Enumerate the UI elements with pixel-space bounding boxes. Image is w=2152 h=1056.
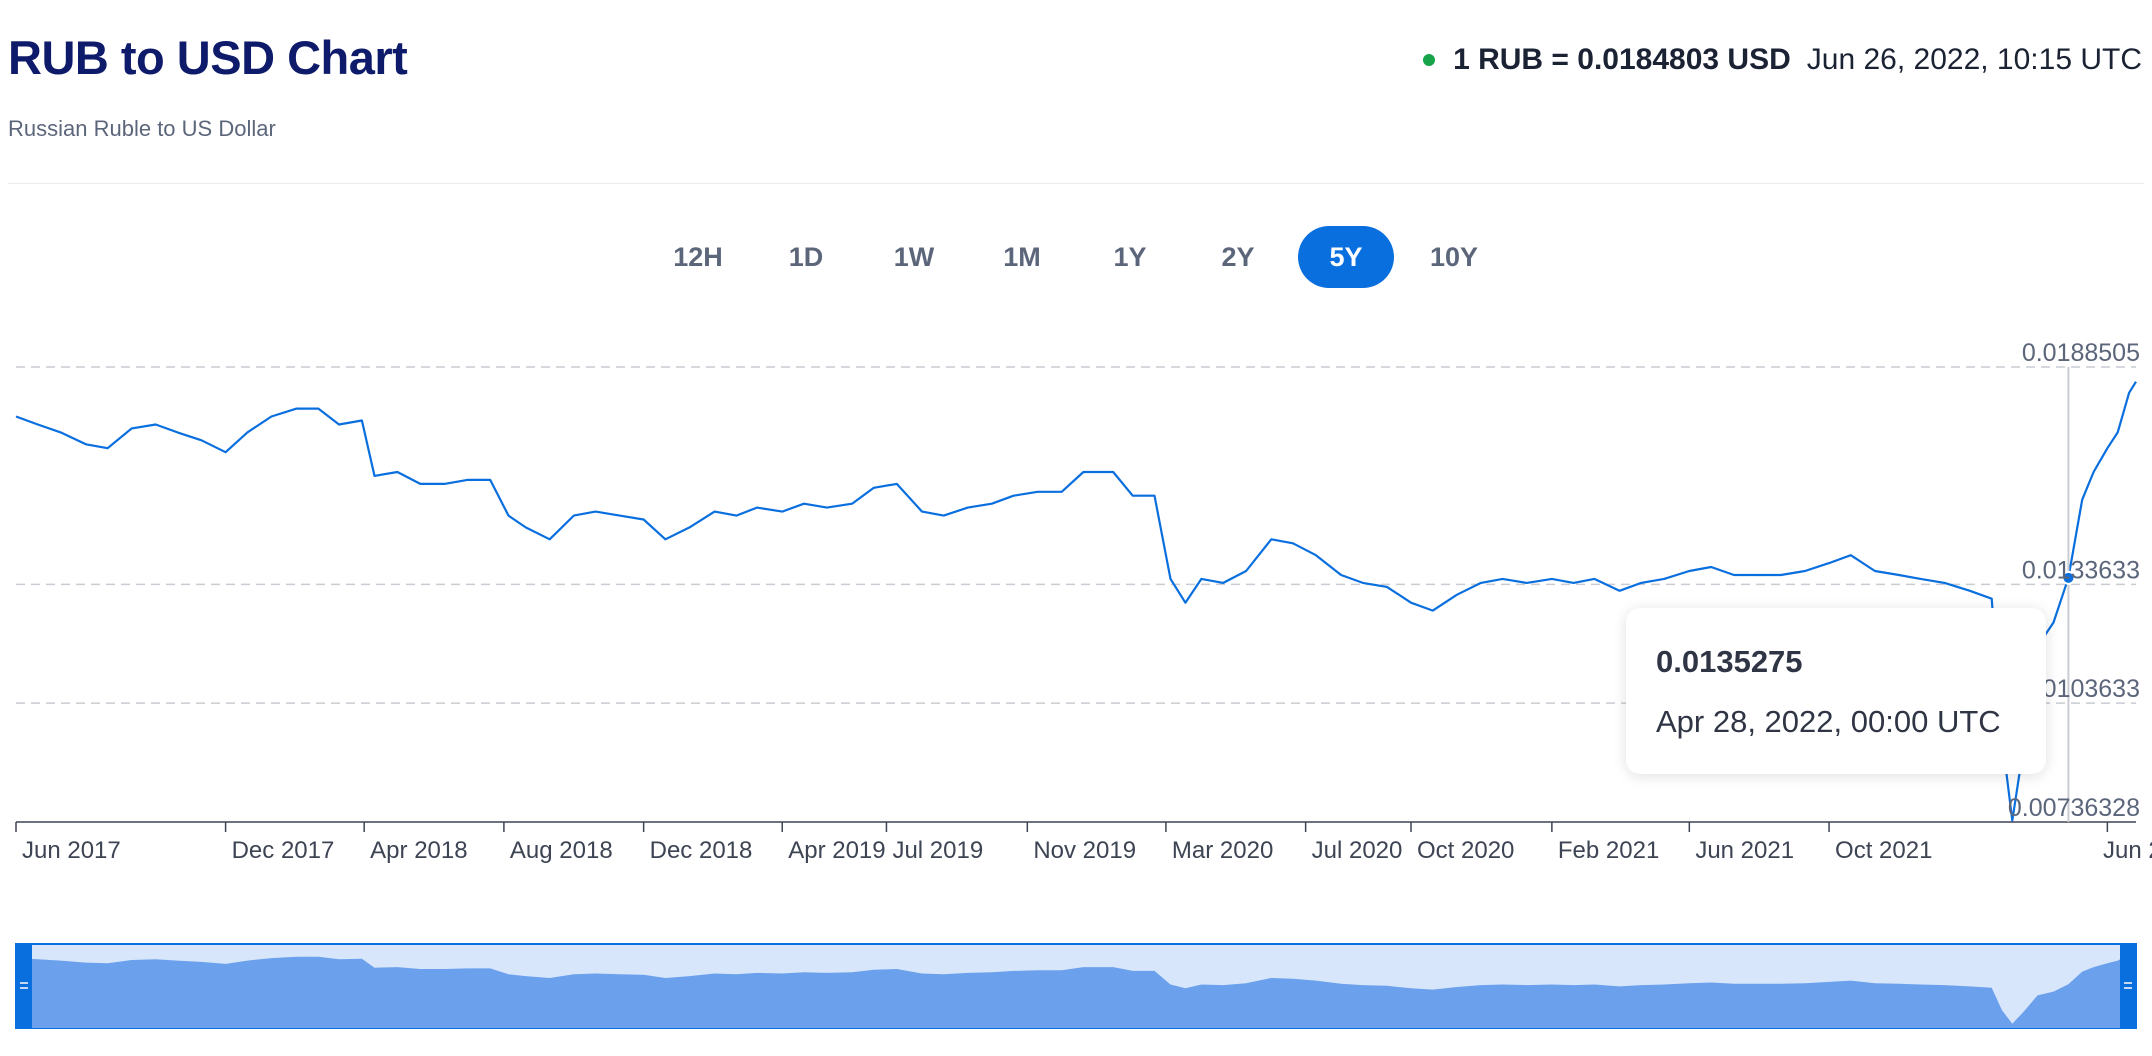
navigator-area [16,952,2136,1028]
x-tick-label: Dec 2017 [232,837,335,864]
range-tab-5y[interactable]: 5Y [1298,226,1394,288]
range-tab-1w[interactable]: 1W [893,241,935,272]
live-status-dot-icon [1423,54,1436,66]
range-tab-1m[interactable]: 1M [1003,241,1041,272]
current-rate: 1 RUB = 0.0184803 USD Jun 26, 2022, 10:1… [1423,40,2142,80]
x-tick-label: Feb 2021 [1558,837,1659,864]
y-tick-label: 0.0188505 [2022,339,2140,367]
rate-timestamp: Jun 26, 2022, 10:15 UTC [1806,43,2142,76]
x-tick-label: Jul 2019 [892,837,983,864]
x-tick-label: Nov 2019 [1033,837,1136,864]
hover-point [2061,570,2076,585]
range-tab-10y[interactable]: 10Y [1429,241,1479,272]
range-tabs: 12H 1D 1W 1M 1Y 2Y 5Y 10Y [0,225,2152,289]
tooltip-date: Apr 28, 2022, 00:00 UTC [1656,704,2001,739]
page-title: RUB to USD Chart [8,31,408,84]
rate-value: 1 RUB = 0.0184803 USD [1453,43,1791,76]
range-tab-1d[interactable]: 1D [788,241,824,272]
x-tick-label: Apr 2018 [370,837,467,864]
y-tick-label: 0.0133633 [2022,556,2140,584]
y-tick-label: 0.00736328 [2008,794,2140,822]
x-tick-label: Oct 2020 [1417,837,1514,864]
page-subtitle: Russian Ruble to US Dollar [8,116,276,141]
navigator-left-handle[interactable] [16,944,32,1028]
range-tab-2y[interactable]: 2Y [1221,241,1255,272]
x-tick-label: Aug 2018 [510,837,613,864]
series-line-rub-usd [15,381,2137,822]
x-tick-label: Jun 2022 [2103,837,2152,864]
header-divider [8,183,2144,184]
range-tab-12h[interactable]: 12H [673,241,723,272]
chart-tooltip: 0.0135275 Apr 28, 2022, 00:00 UTC [1626,608,2046,774]
x-tick-label: Apr 2019 [788,837,885,864]
x-tick-label: Oct 2021 [1835,837,1932,864]
x-tick-label: Dec 2018 [650,837,753,864]
tooltip-value: 0.0135275 [1656,644,1803,679]
x-tick-label: Mar 2020 [1172,837,1273,864]
x-tick-label: Jul 2020 [1312,837,1403,864]
range-tab-1y[interactable]: 1Y [1113,241,1147,272]
x-tick-label: Jun 2021 [1695,837,1794,864]
navigator-right-handle[interactable] [2120,944,2136,1028]
x-tick-label: Jun 2017 [22,837,121,864]
